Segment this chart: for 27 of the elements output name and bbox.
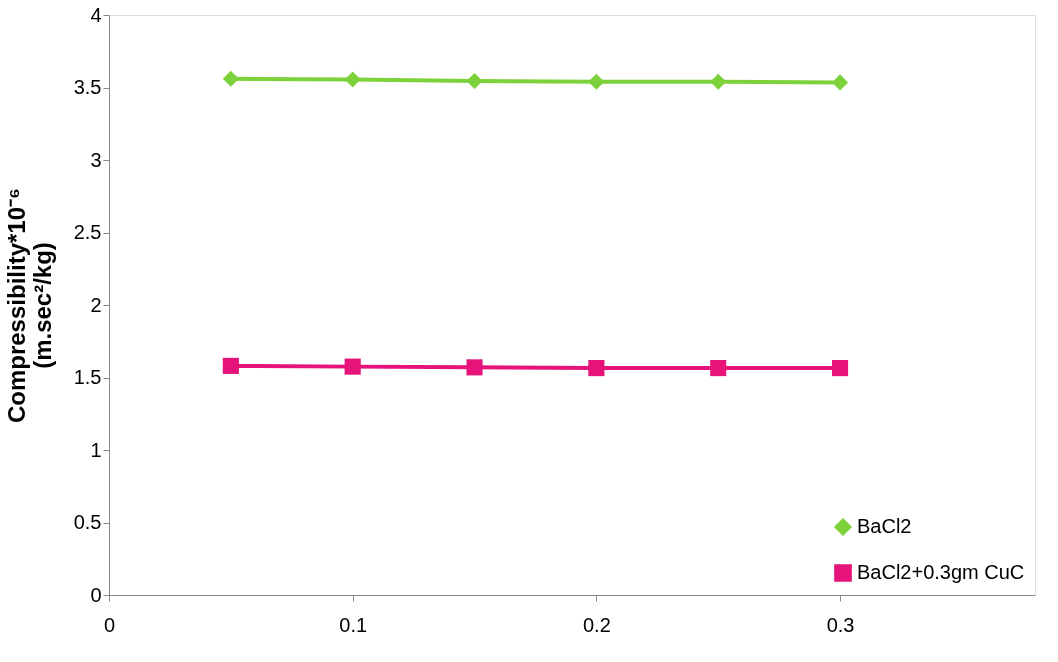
y-tick-label: 1.5 — [73, 366, 102, 388]
y-tick-label: 3 — [90, 148, 102, 171]
point — [466, 72, 483, 90]
y-tick-label: 2 — [90, 293, 102, 316]
point — [831, 360, 849, 377]
y-tick-label: 0.5 — [73, 511, 102, 533]
y-axis-title: Compressibility*10⁻⁶ (m.sec²/kg) — [2, 187, 56, 424]
legend-label: BaCl2 — [857, 515, 912, 537]
point — [344, 71, 361, 88]
point — [222, 357, 239, 374]
y-tick-label: 2.5 — [73, 221, 102, 243]
y-tick-label: 3.5 — [73, 76, 102, 98]
x-tick-label: 0.3 — [826, 613, 855, 636]
y-tick-label: 4 — [90, 3, 102, 26]
legend-label: BaCl2+0.3gm CuC — [857, 561, 1025, 583]
point — [466, 359, 483, 376]
point — [831, 74, 849, 91]
point — [710, 360, 727, 377]
point — [344, 358, 361, 375]
y-tick-label: 0 — [90, 583, 102, 606]
x-tick-label: 0.2 — [582, 613, 611, 636]
x-tick-label: 0.1 — [339, 613, 368, 636]
point — [588, 360, 605, 377]
point — [710, 73, 727, 90]
y-tick-label: 1 — [90, 438, 102, 461]
point — [588, 73, 605, 90]
point — [222, 70, 239, 87]
